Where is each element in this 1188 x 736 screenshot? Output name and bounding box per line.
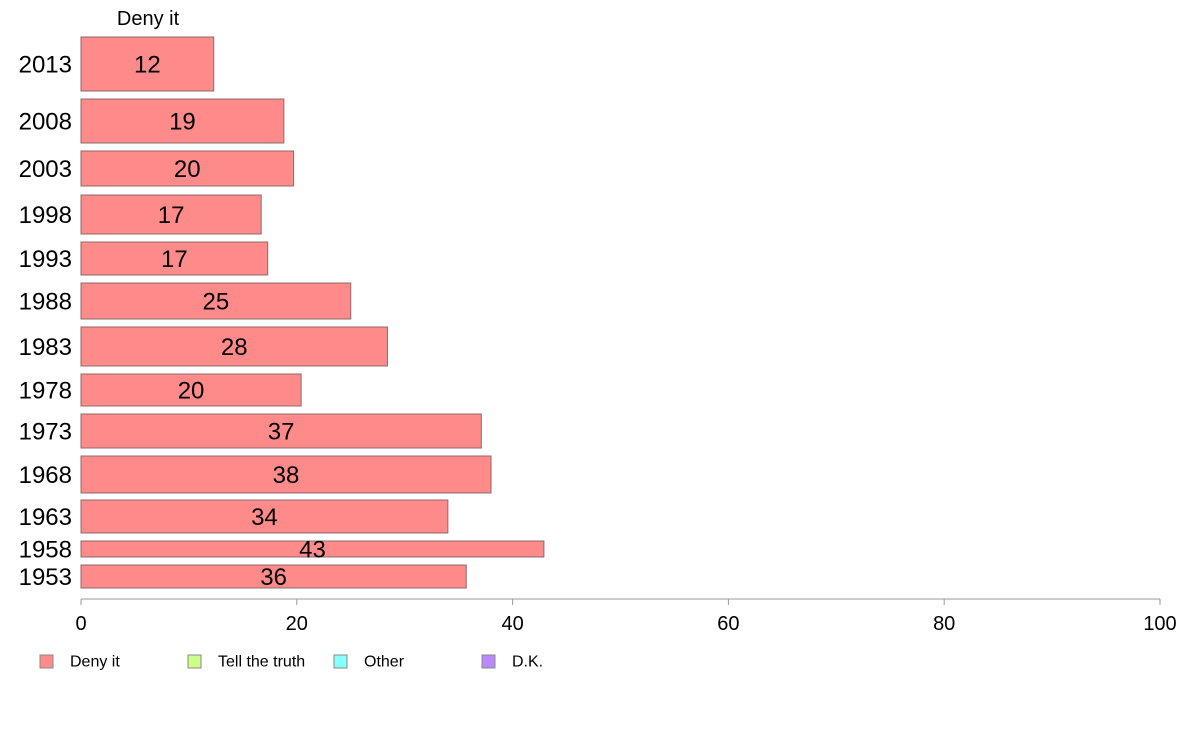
bar-1993 (80, 241, 269, 276)
value-label-2013: 12 (134, 52, 161, 79)
value-label-1973: 37 (268, 419, 295, 446)
y-label-1998: 1998 (19, 202, 72, 229)
bar-2013 (80, 36, 215, 92)
y-label-2013: 2013 (19, 52, 72, 79)
y-label-2003: 2003 (19, 156, 72, 183)
x-tick-label-80: 80 (933, 613, 955, 635)
legend-swatch-d-k (481, 654, 496, 669)
value-label-1953: 36 (260, 564, 287, 591)
bar-1953 (80, 564, 467, 589)
y-label-1983: 1983 (19, 334, 72, 361)
y-label-1968: 1968 (19, 462, 72, 489)
x-tick-label-20: 20 (286, 613, 308, 635)
value-label-1983: 28 (221, 334, 248, 361)
y-label-1988: 1988 (19, 289, 72, 316)
bar-1973 (80, 413, 482, 449)
y-label-1958: 1958 (19, 537, 72, 564)
value-label-1963: 34 (251, 504, 278, 531)
legend-label-d-k: D.K. (512, 654, 543, 671)
y-label-1953: 1953 (19, 564, 72, 591)
y-label-1993: 1993 (19, 246, 72, 273)
y-label-1973: 1973 (19, 419, 72, 446)
value-label-1978: 20 (178, 378, 205, 405)
bar-1958 (80, 540, 545, 558)
value-label-2003: 20 (174, 156, 201, 183)
legend-label-deny-it: Deny it (70, 654, 120, 671)
legend-label-tell-the-truth: Tell the truth (218, 654, 305, 671)
bar-1978 (80, 373, 302, 407)
value-label-2008: 19 (169, 109, 196, 136)
y-label-2008: 2008 (19, 109, 72, 136)
bar-1983 (80, 326, 388, 367)
value-label-1968: 38 (273, 462, 300, 489)
value-label-1988: 25 (203, 289, 230, 316)
x-tick-label-60: 60 (717, 613, 739, 635)
bar-1988 (80, 282, 352, 320)
x-tick-label-40: 40 (501, 613, 523, 635)
legend-swatch-tell-the-truth (187, 654, 202, 669)
legend-swatch-deny-it (39, 654, 54, 669)
legend-swatch-other (333, 654, 348, 669)
bar-2003 (80, 150, 295, 187)
bar-1968 (80, 455, 492, 494)
bar-1963 (80, 499, 449, 534)
value-label-1958: 43 (299, 537, 326, 564)
bar-2008 (80, 98, 285, 144)
bar-1998 (80, 194, 262, 235)
y-label-1978: 1978 (19, 378, 72, 405)
value-label-1993: 17 (161, 246, 188, 273)
x-tick-label-0: 0 (75, 613, 86, 635)
panel-title: Deny it (117, 8, 180, 30)
y-label-1963: 1963 (19, 504, 72, 531)
x-tick-label-100: 100 (1143, 613, 1176, 635)
legend-label-other: Other (364, 654, 405, 671)
value-label-1998: 17 (158, 202, 185, 229)
